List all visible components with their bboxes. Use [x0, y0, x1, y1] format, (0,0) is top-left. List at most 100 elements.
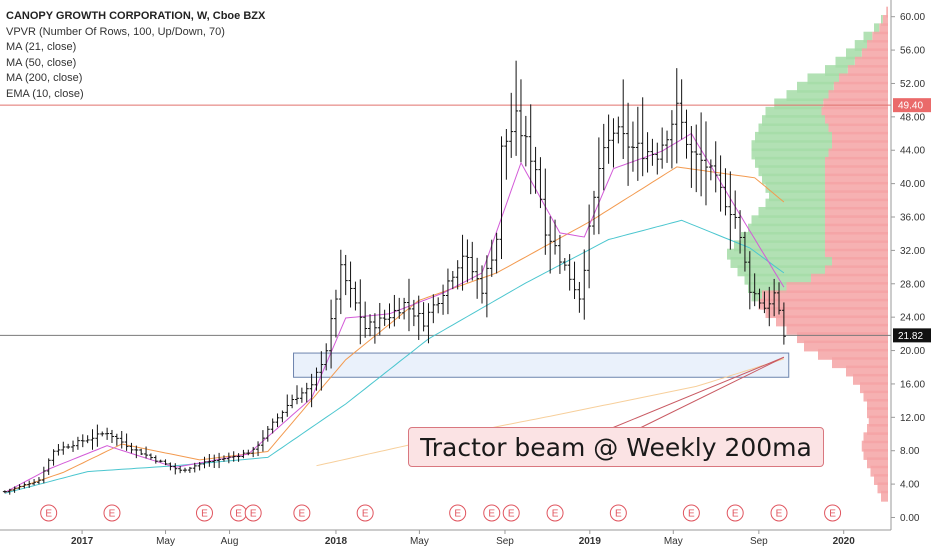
ohlc-bar	[363, 301, 368, 338]
volume-row-down	[863, 390, 888, 402]
earnings-label: E	[235, 509, 242, 520]
ohlc-bar	[669, 110, 674, 169]
earnings-marker: E	[770, 504, 788, 522]
resistance-price-tag-bg	[893, 98, 931, 113]
ohlc-bar	[523, 115, 528, 167]
volume-row-up	[881, 15, 883, 26]
ohlc-bar	[421, 302, 426, 332]
earnings-marker: E	[244, 504, 262, 522]
ohlc-bar	[338, 249, 343, 315]
ohlc-bar	[280, 410, 285, 423]
volume-row-up	[741, 232, 825, 243]
ohlc-bar	[382, 309, 387, 326]
legend-ma21: MA (21, close)	[6, 41, 77, 54]
volume-row-down	[870, 465, 888, 477]
earnings-circle	[609, 504, 627, 522]
ohlc-bar	[304, 382, 309, 403]
ohlc-bar	[61, 441, 66, 455]
ohlc-bar	[226, 452, 231, 464]
volume-row-up	[769, 190, 825, 202]
earnings-marker: E	[356, 504, 374, 522]
volume-row-down	[825, 115, 888, 127]
volume-row-down	[825, 232, 888, 243]
earnings-marker: E	[726, 504, 744, 522]
volume-row-down	[872, 31, 888, 43]
earnings-marker: E	[230, 504, 248, 522]
ohlc-bar	[752, 273, 757, 307]
y-tick-label: 24.00	[900, 313, 925, 324]
volume-row-down	[786, 282, 888, 293]
earnings-label: E	[45, 509, 52, 520]
ohlc-bar	[699, 112, 704, 197]
volume-row-down	[882, 15, 888, 26]
ohlc-bar	[192, 462, 197, 473]
ohlc-bar	[129, 442, 134, 454]
ohlc-bar	[596, 137, 601, 235]
y-tick-label: 12.00	[900, 413, 925, 424]
earnings-label: E	[299, 509, 306, 520]
ohlc-bar	[543, 168, 548, 255]
ohlc-bar	[100, 431, 105, 437]
volume-row-down	[825, 165, 888, 177]
ohlc-bar	[470, 241, 475, 281]
ohlc-bar	[499, 136, 504, 260]
volume-row-up	[825, 65, 848, 76]
ohlc-bar	[27, 480, 32, 488]
earnings-circle	[195, 504, 213, 522]
ohlc-bar	[567, 254, 572, 291]
earnings-marker: E	[483, 504, 501, 522]
earnings-label: E	[109, 509, 116, 520]
ohlc-bar	[7, 488, 12, 495]
x-tick-label: Sep	[750, 536, 768, 547]
ohlc-bar	[674, 68, 679, 164]
volume-row-down	[886, 6, 888, 18]
earnings-circle	[502, 504, 520, 522]
earnings-marker: E	[546, 504, 564, 522]
ohlc-bar	[494, 232, 499, 274]
ohlc-bar	[295, 385, 299, 405]
volume-row-up	[807, 73, 839, 85]
ohlc-bar	[236, 453, 241, 462]
last-price-tag-text: 21.82	[898, 331, 923, 342]
ohlc-bar	[32, 479, 37, 486]
ohlc-bar	[723, 168, 728, 216]
ohlc-bar	[329, 299, 334, 369]
ohlc-bar	[202, 456, 207, 469]
volume-row-down	[839, 73, 888, 85]
volume-row-down	[765, 307, 888, 319]
ohlc-bar	[95, 424, 100, 447]
volume-row-down	[828, 123, 888, 135]
earnings-circle	[546, 504, 564, 522]
earnings-circle	[449, 504, 467, 522]
volume-row-up	[762, 173, 825, 185]
ohlc-bar	[319, 351, 324, 391]
volume-row-up	[755, 131, 832, 143]
annotation-callout[interactable]: Tractor beam @ Weekly 200ma	[408, 427, 824, 467]
earnings-label: E	[454, 509, 461, 520]
volume-row-down	[832, 140, 888, 152]
y-tick-label: 36.00	[900, 213, 925, 224]
ohlc-bar	[557, 234, 562, 274]
volume-row-up	[765, 198, 825, 210]
ohlc-bar	[387, 303, 392, 329]
ohlc-bar	[173, 463, 178, 475]
volume-row-up	[765, 106, 822, 118]
ohlc-bar	[348, 261, 353, 308]
ohlc-bar	[372, 313, 377, 344]
legend-title: CANOPY GROWTH CORPORATION, W, Cboe BZX	[6, 10, 266, 22]
ohlc-bar	[684, 109, 689, 159]
volume-row-down	[825, 240, 888, 252]
volume-row-up	[751, 140, 832, 152]
earnings-circle	[40, 504, 58, 522]
ohlc-bar	[738, 210, 743, 254]
volume-row-up	[774, 98, 824, 110]
ohlc-bar	[270, 418, 275, 434]
ohlc-bar	[606, 114, 611, 164]
y-tick-label: 52.00	[900, 79, 925, 90]
ohlc-bar	[509, 92, 514, 158]
y-tick-label: 20.00	[900, 346, 925, 357]
ohlc-bar	[621, 79, 626, 160]
earnings-marker: E	[103, 504, 121, 522]
